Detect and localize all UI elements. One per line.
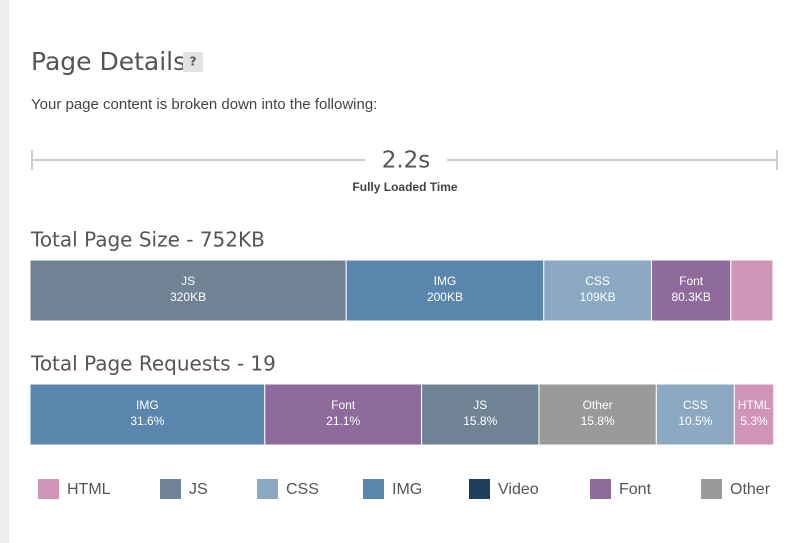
segment-name: CSS — [683, 398, 708, 412]
legend-label: Video — [498, 481, 539, 498]
bar-segment — [650, 259, 732, 322]
legend-swatch — [160, 479, 181, 499]
bar-segment — [29, 383, 266, 446]
legend-label: IMG — [392, 481, 422, 498]
legend-label: CSS — [286, 481, 319, 498]
legend-label: Font — [619, 481, 652, 498]
bar-segment — [29, 259, 347, 322]
legend-swatch — [590, 479, 611, 499]
bar-segment — [264, 383, 423, 446]
segment-name: JS — [473, 398, 487, 412]
chart-title: Total Page Requests - 19 — [30, 352, 276, 376]
help-icon[interactable]: ? — [190, 55, 197, 69]
legend-swatch — [38, 479, 59, 499]
bar-segment — [655, 383, 735, 446]
legend-label: HTML — [67, 481, 111, 498]
segment-label: 200KB — [427, 290, 463, 304]
segment-label: 31.6% — [130, 414, 164, 428]
segment-name: JS — [181, 274, 195, 288]
legend-label: Other — [730, 481, 771, 498]
segment-label: 15.8% — [463, 414, 497, 428]
legend-swatch — [701, 479, 722, 499]
segment-name: Font — [331, 398, 356, 412]
segment-label: 10.5% — [678, 414, 712, 428]
legend-swatch — [469, 479, 490, 499]
segment-name: HTML — [738, 398, 771, 412]
bar-segment — [421, 383, 540, 446]
segment-label: 21.1% — [326, 414, 360, 428]
segment-label: 320KB — [170, 290, 206, 304]
side-border — [0, 0, 9, 543]
segment-name: CSS — [585, 274, 610, 288]
segment-name: Other — [583, 398, 613, 412]
bar-segment — [733, 383, 775, 446]
legend-swatch — [363, 479, 384, 499]
description: Your page content is broken down into th… — [31, 96, 377, 113]
timeline-value: 2.2s — [382, 148, 431, 174]
segment-label: 80.3KB — [671, 290, 710, 304]
segment-label: 15.8% — [581, 414, 615, 428]
help-badge[interactable] — [183, 52, 203, 72]
bar-segment — [543, 259, 652, 322]
segment-name: Font — [679, 274, 704, 288]
bar-segment — [538, 383, 657, 446]
bar-segment — [730, 259, 774, 322]
timeline-label: Fully Loaded Time — [352, 180, 457, 194]
legend-label: JS — [189, 481, 208, 498]
legend-swatch — [257, 479, 278, 499]
chart-title: Total Page Size - 752KB — [30, 228, 265, 252]
segment-label: 5.3% — [740, 414, 768, 428]
page-title: Page Details — [31, 47, 186, 76]
segment-name: IMG — [136, 398, 159, 412]
segment-label: 109KB — [580, 290, 616, 304]
segment-name: IMG — [434, 274, 457, 288]
